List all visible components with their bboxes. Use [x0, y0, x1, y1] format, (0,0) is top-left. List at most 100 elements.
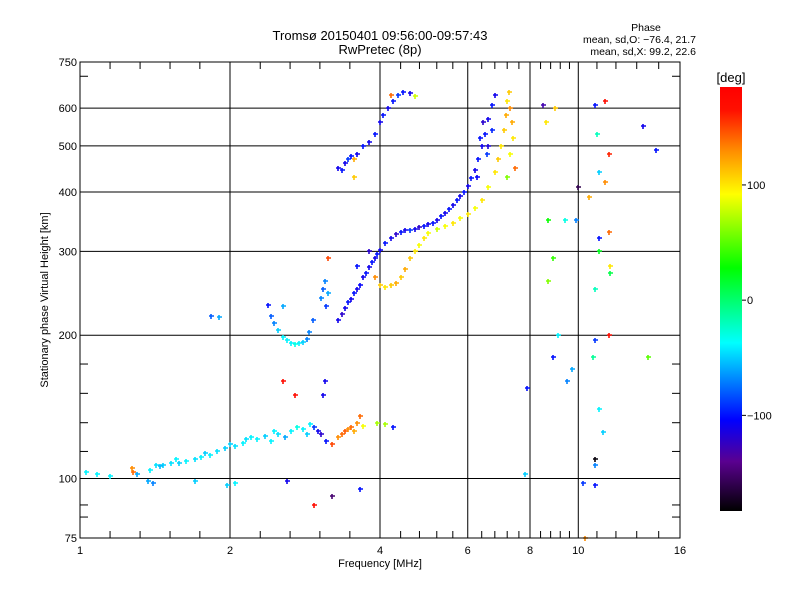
data-point	[480, 198, 485, 203]
data-point	[323, 379, 328, 384]
data-point	[485, 152, 490, 157]
x-tick-label: 8	[527, 545, 533, 557]
x-tick-labels: 1 2 4 6 8 10 16	[77, 545, 686, 557]
data-point	[355, 152, 360, 157]
data-point	[225, 483, 230, 488]
data-point	[523, 472, 528, 477]
x-axis-label: Frequency [MHz]	[338, 558, 422, 570]
data-point	[355, 287, 360, 292]
x-tick-label: 4	[377, 545, 383, 557]
data-point	[358, 283, 363, 288]
data-point	[486, 185, 491, 190]
data-point	[358, 414, 363, 419]
data-point	[373, 275, 378, 280]
data-point	[607, 333, 612, 338]
data-point	[375, 421, 380, 426]
data-point	[593, 338, 598, 343]
colorbar-tick-label: 0	[747, 295, 753, 307]
data-point	[431, 221, 436, 226]
data-point	[323, 279, 328, 284]
data-point	[378, 248, 383, 253]
data-points	[84, 90, 659, 541]
data-point	[228, 442, 233, 447]
data-point	[355, 264, 360, 269]
colorbar-tick-label: −100	[747, 410, 772, 422]
y-tick-label: 600	[59, 103, 77, 115]
data-point	[373, 256, 378, 261]
data-point	[422, 224, 427, 229]
data-point	[399, 230, 404, 235]
data-point	[466, 184, 471, 189]
data-point	[373, 132, 378, 137]
data-point	[595, 132, 600, 137]
data-point	[352, 291, 357, 296]
data-point	[603, 99, 608, 104]
data-point	[417, 225, 422, 230]
data-point	[199, 455, 204, 460]
data-point	[283, 435, 288, 440]
data-point	[593, 483, 598, 488]
data-point	[455, 198, 460, 203]
data-point	[435, 227, 440, 232]
data-point	[174, 457, 179, 462]
colorbar-tick-label: 100	[747, 180, 765, 192]
data-point	[551, 256, 556, 261]
data-point	[570, 367, 575, 372]
data-point	[131, 470, 136, 475]
colorbar-unit-label: [deg]	[717, 70, 746, 85]
data-point	[84, 470, 89, 475]
data-point	[486, 117, 491, 122]
data-point	[587, 195, 592, 200]
data-point	[478, 136, 483, 141]
data-point	[158, 464, 163, 469]
data-point	[361, 275, 366, 280]
data-point	[607, 230, 612, 235]
data-point	[576, 185, 581, 190]
data-point	[458, 194, 463, 199]
data-point	[364, 271, 369, 276]
data-point	[324, 439, 329, 444]
data-point	[269, 439, 274, 444]
data-point	[330, 442, 335, 447]
data-point	[403, 228, 408, 233]
data-point	[361, 144, 366, 149]
data-point	[352, 157, 357, 162]
data-point	[367, 140, 372, 145]
data-point	[312, 503, 317, 508]
stats-heading: Phase	[631, 22, 661, 34]
data-point	[451, 203, 456, 208]
data-point	[249, 435, 254, 440]
data-point	[321, 287, 326, 292]
data-point	[493, 170, 498, 175]
data-point	[597, 236, 602, 241]
y-tick-labels: 75 100 200 300 400 500 600 750	[59, 57, 77, 545]
data-point	[654, 148, 659, 153]
data-point	[305, 432, 310, 437]
data-point	[326, 291, 331, 296]
data-point	[343, 161, 348, 166]
data-point	[154, 463, 159, 468]
stats-o-mode: mean, sd,O: −76.4, 21.7	[583, 34, 696, 46]
data-point	[443, 211, 448, 216]
data-point	[381, 113, 386, 118]
data-point	[413, 249, 418, 254]
y-tick-label: 400	[59, 187, 77, 199]
data-point	[346, 427, 351, 432]
data-point	[417, 243, 422, 248]
data-point	[308, 422, 313, 427]
data-point	[361, 424, 366, 429]
data-point	[340, 168, 345, 173]
data-point	[355, 421, 360, 426]
data-point	[490, 103, 495, 108]
data-point	[276, 432, 281, 437]
data-point	[269, 314, 274, 319]
data-point	[505, 99, 510, 104]
data-point	[426, 231, 431, 236]
data-point	[591, 355, 596, 360]
data-point	[346, 300, 351, 305]
data-point	[394, 232, 399, 237]
data-point	[513, 166, 518, 171]
data-point	[408, 91, 413, 96]
data-point	[301, 340, 306, 345]
y-axis-label: Stationary phase Virtual Height [km]	[39, 212, 51, 387]
